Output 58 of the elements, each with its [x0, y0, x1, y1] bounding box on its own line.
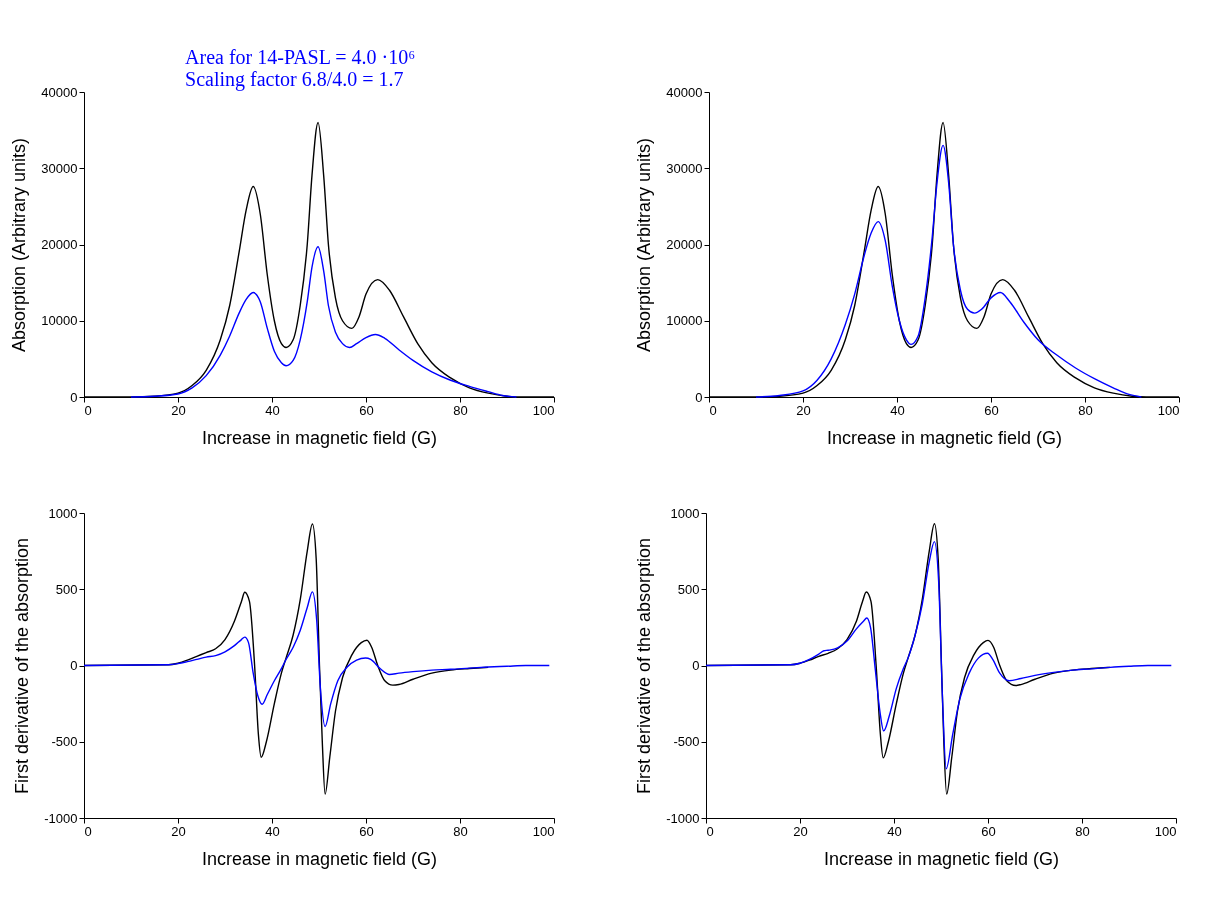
x-tick-label: 100 [1154, 823, 1177, 839]
y-tick-label: 20000 [41, 237, 78, 252]
text: Area for 14-PASL = 4.0 ·10⁶ [185, 46, 416, 68]
line-series [130, 246, 518, 398]
x-tick-label: 80 [1078, 402, 1093, 418]
x-tick-label: 40 [265, 402, 280, 418]
y-tick-label: 40000 [666, 84, 703, 100]
x-tick-label: 40 [265, 823, 280, 839]
x-axis-title: Increase in magnetic field (G) [826, 427, 1063, 448]
y-tick-label: -500 [51, 734, 78, 750]
y-tick-label: 10000 [666, 313, 703, 329]
y-axis-title: First derivative of the absorption [634, 537, 655, 795]
x-tick-label: 60 [359, 402, 374, 418]
x-tick-label: 20 [171, 402, 186, 418]
x-tick-label: 20 [793, 823, 808, 839]
x-tick-label: 100 [1157, 402, 1180, 418]
y-tick-label: 40000 [41, 84, 78, 100]
line-series [705, 540, 1172, 770]
x-axis-title: Increase in magnetic field (G) [201, 848, 438, 869]
x-axis-title: Increase in magnetic field (G) [823, 848, 1060, 869]
y-tick-label: 500 [677, 581, 700, 597]
y-tick-label: 1000 [670, 505, 700, 521]
x-tick-label: 0 [84, 823, 92, 839]
line-series [83, 591, 550, 728]
y-tick-label: -1000 [44, 810, 78, 826]
y-tick-label: -1000 [666, 810, 700, 826]
x-axis-title: Increase in magnetic field (G) [201, 427, 438, 448]
y-tick-label: 500 [55, 581, 78, 597]
y-tick-label: 0 [70, 658, 78, 673]
y-tick-label: 0 [695, 389, 703, 405]
y-tick-label: 30000 [41, 160, 78, 176]
x-tick-label: 60 [981, 823, 996, 839]
x-tick-label: 100 [532, 823, 555, 839]
y-axis-title: Absorption (Arbitrary units) [634, 137, 655, 353]
x-tick-label: 40 [887, 823, 902, 839]
y-tick-label: -500 [673, 734, 700, 750]
x-tick-label: 40 [890, 402, 905, 418]
y-tick-label: 0 [70, 389, 78, 405]
y-tick-label: 10000 [41, 313, 78, 329]
y-tick-label: 0 [692, 658, 700, 673]
x-tick-label: 80 [453, 823, 468, 839]
x-tick-label: 0 [84, 402, 92, 418]
y-tick-label: 1000 [48, 505, 78, 521]
x-tick-label: 20 [796, 402, 811, 418]
text: Scaling factor 6.8/4.0 = 1.7 [185, 68, 404, 91]
x-tick-label: 0 [706, 823, 714, 839]
line-series [755, 144, 1143, 398]
y-axis-title: Absorption (Arbitrary units) [9, 137, 30, 353]
y-tick-label: 20000 [666, 237, 703, 252]
x-tick-label: 60 [359, 823, 374, 839]
y-axis-title: First derivative of the absorption [12, 537, 33, 795]
x-tick-label: 80 [453, 402, 468, 418]
x-tick-label: 0 [709, 402, 717, 418]
y-tick-label: 30000 [666, 160, 703, 176]
x-tick-label: 60 [984, 402, 999, 418]
x-tick-label: 80 [1075, 823, 1090, 839]
x-tick-label: 100 [532, 402, 555, 418]
x-tick-label: 20 [171, 823, 186, 839]
